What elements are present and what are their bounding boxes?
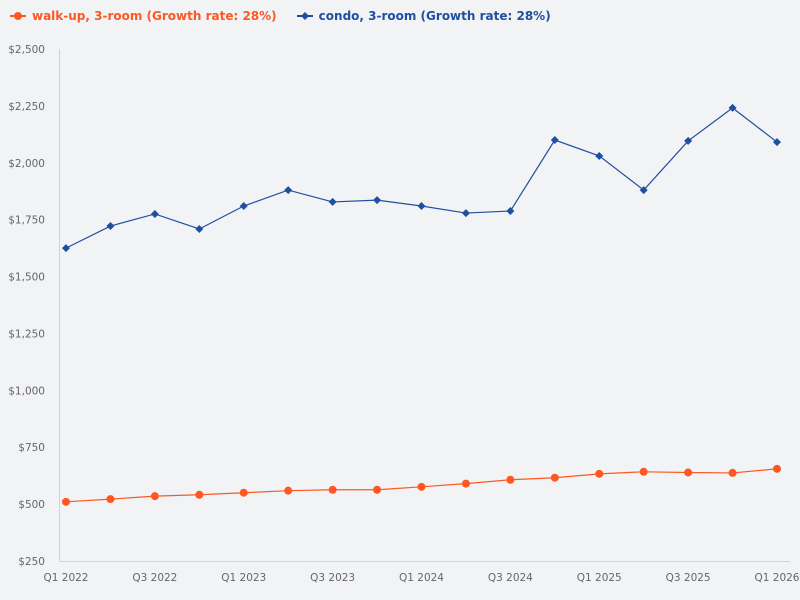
data-point: [62, 244, 70, 253]
x-tick-label: Q1 2026: [754, 572, 799, 584]
y-tick-label: $2,500: [8, 44, 45, 56]
data-point: [417, 482, 426, 491]
data-point: [150, 492, 159, 501]
data-point: [639, 467, 648, 476]
data-point: [728, 468, 737, 477]
data-point: [461, 479, 470, 488]
data-point: [195, 224, 204, 233]
x-tick-label: Q3 2022: [132, 572, 177, 584]
data-point: [328, 485, 337, 494]
series-line-1: [65, 107, 778, 249]
data-point: [595, 151, 604, 160]
data-point: [373, 196, 382, 205]
legend-item-condo[interactable]: condo, 3-room (Growth rate: 28%): [296, 9, 551, 23]
x-tick-label: Q1 2023: [221, 572, 266, 584]
data-point: [284, 186, 293, 195]
legend-item-walkup[interactable]: walk-up, 3-room (Growth rate: 28%): [10, 9, 277, 23]
data-point: [239, 488, 248, 497]
x-tick-label: Q3 2024: [488, 572, 533, 584]
data-point: [239, 202, 248, 211]
data-point: [284, 486, 293, 495]
data-point: [328, 197, 337, 206]
data-point: [62, 497, 70, 506]
data-point: [373, 485, 382, 494]
y-tick-label: $2,000: [8, 158, 45, 170]
data-point: [150, 209, 159, 218]
y-tick-label: $250: [18, 556, 45, 568]
data-point: [773, 464, 781, 473]
data-point: [106, 222, 115, 231]
legend-label: walk-up, 3-room (Growth rate: 28%): [32, 9, 277, 23]
y-tick-label: $1,000: [8, 385, 45, 397]
data-point: [684, 468, 693, 477]
legend-label: condo, 3-room (Growth rate: 28%): [318, 9, 551, 23]
data-point: [417, 202, 426, 211]
data-point: [461, 209, 470, 218]
x-tick-label: Q1 2024: [399, 572, 444, 584]
data-point: [195, 490, 204, 499]
data-point: [595, 469, 604, 478]
legend: walk-up, 3-room (Growth rate: 28%) condo…: [10, 9, 551, 23]
data-point: [684, 136, 693, 145]
x-tick-label: Q3 2025: [666, 572, 711, 584]
y-tick-label: $750: [18, 442, 45, 454]
data-point: [550, 473, 559, 482]
data-point: [639, 186, 648, 195]
y-tick-label: $1,250: [8, 328, 45, 340]
data-point: [106, 495, 115, 504]
y-tick-label: $2,250: [8, 101, 45, 113]
data-point: [728, 103, 737, 112]
circle-marker-icon: [10, 12, 26, 20]
data-point: [550, 136, 559, 145]
data-point: [773, 138, 781, 147]
diamond-marker-icon: [296, 12, 313, 20]
y-tick-label: $500: [18, 499, 45, 511]
y-tick-label: $1,500: [8, 272, 45, 284]
x-tick-label: Q1 2025: [577, 572, 622, 584]
x-tick-label: Q1 2022: [43, 572, 88, 584]
data-point: [506, 207, 515, 216]
x-tick-label: Q3 2023: [310, 572, 355, 584]
y-tick-label: $1,750: [8, 215, 45, 227]
data-point: [506, 475, 515, 484]
